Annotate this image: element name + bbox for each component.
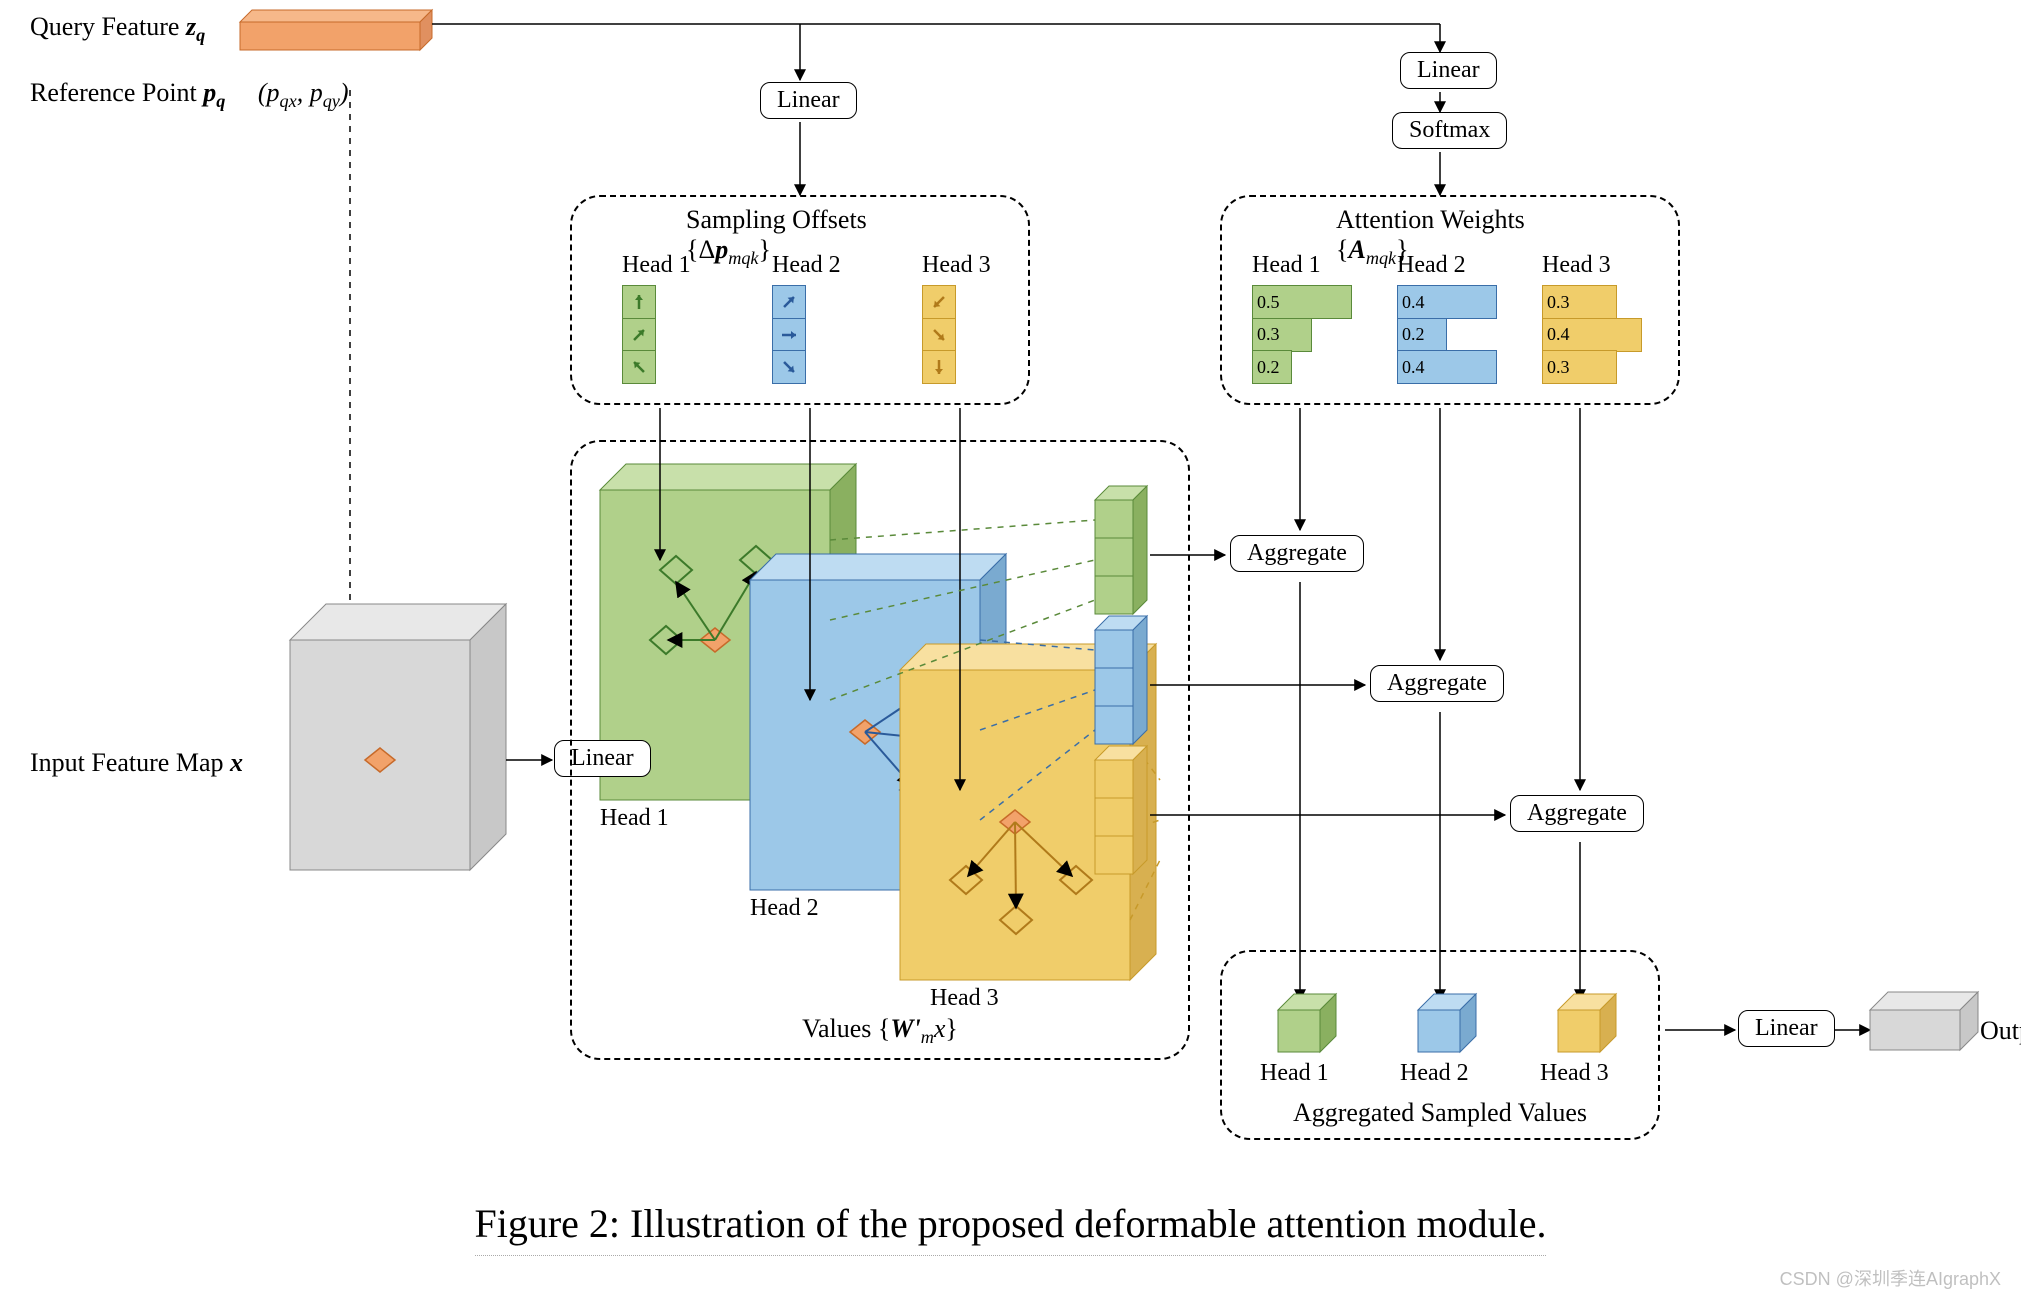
output-block xyxy=(1870,992,1978,1050)
offset-cell xyxy=(622,285,656,319)
aggregate-box-3: Aggregate xyxy=(1510,795,1644,832)
aggregate-box-2: Aggregate xyxy=(1370,665,1504,702)
query-feature-symbol: zq xyxy=(186,12,205,41)
aggregated-values-group: Aggregated Sampled Values xyxy=(1220,950,1660,1140)
offsets-head1: Head 1 xyxy=(622,252,691,383)
offset-cell xyxy=(922,318,956,352)
output-label: Output xyxy=(1980,1016,2021,1046)
offset-cell xyxy=(772,318,806,352)
watermark: CSDN @深圳季连AIgraphX xyxy=(1780,1265,2001,1291)
attention-weight-bar: 0.3 xyxy=(1542,350,1617,384)
reference-point-symbol: pq xyxy=(203,78,225,107)
attention-weight-bar: 0.2 xyxy=(1252,350,1292,384)
offset-cell xyxy=(622,350,656,384)
attention-weight-bar: 0.3 xyxy=(1252,318,1312,352)
plane-head1-label: Head 1 xyxy=(600,805,669,832)
offset-cell xyxy=(772,350,806,384)
input-feature-map-label: Input Feature Map x xyxy=(30,748,243,778)
aw-head2: Head 2 0.40.20.4 xyxy=(1397,252,1497,383)
offset-cell xyxy=(622,318,656,352)
agg-head1-label: Head 1 xyxy=(1260,1060,1329,1087)
offsets-head2: Head 2 xyxy=(772,252,841,383)
attention-weights-group: Attention Weights {Amqk} Head 1 0.50.30.… xyxy=(1220,195,1680,405)
offset-cell xyxy=(922,285,956,319)
linear-box-weights: Linear xyxy=(1400,52,1497,89)
attention-weight-bar: 0.3 xyxy=(1542,285,1617,319)
offsets-head3: Head 3 xyxy=(922,252,991,383)
aggregated-values-title: Aggregated Sampled Values xyxy=(1293,1098,1587,1128)
aw-head1: Head 1 0.50.30.2 xyxy=(1252,252,1352,383)
attention-weight-bar: 0.4 xyxy=(1397,285,1497,319)
linear-box-offsets: Linear xyxy=(760,82,857,119)
aggregate-box-1: Aggregate xyxy=(1230,535,1364,572)
figure-caption: Figure 2: Illustration of the proposed d… xyxy=(475,1200,1547,1256)
query-feature-block xyxy=(240,10,432,50)
linear-box-output: Linear xyxy=(1738,1010,1835,1047)
values-group: Values {W'mx} xyxy=(570,440,1190,1060)
reference-point-label: Reference Point pq (pqx, pqy) xyxy=(30,78,349,112)
softmax-box: Softmax xyxy=(1392,112,1507,149)
values-title: Values {W'mx} xyxy=(802,1014,958,1048)
offset-cell xyxy=(922,350,956,384)
attention-weight-bar: 0.2 xyxy=(1397,318,1447,352)
plane-head2-label: Head 2 xyxy=(750,895,819,922)
plane-head3-label: Head 3 xyxy=(930,985,999,1012)
input-feature-map-block xyxy=(290,604,506,870)
query-feature-label: Query Feature zq xyxy=(30,12,205,46)
attention-weight-bar: 0.4 xyxy=(1397,350,1497,384)
offset-cell xyxy=(772,285,806,319)
input-feature-map-symbol: x xyxy=(230,748,243,777)
sampling-offsets-group: Sampling Offsets {Δpmqk} Head 1 Head 2 H… xyxy=(570,195,1030,405)
agg-head2-label: Head 2 xyxy=(1400,1060,1469,1087)
aw-head3: Head 3 0.30.40.3 xyxy=(1542,252,1642,383)
agg-head3-label: Head 3 xyxy=(1540,1060,1609,1087)
reference-point-coords: (pqx, pqy) xyxy=(258,78,349,107)
attention-weight-bar: 0.5 xyxy=(1252,285,1352,319)
attention-weight-bar: 0.4 xyxy=(1542,318,1642,352)
